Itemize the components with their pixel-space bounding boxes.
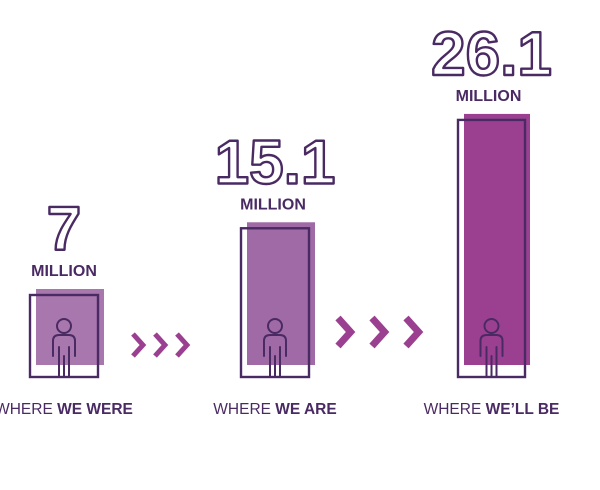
- person-icon: [263, 318, 287, 378]
- value-label-1: 15.1: [215, 128, 336, 197]
- unit-label-2: MILLION: [456, 88, 522, 105]
- chevrons-layer: [131, 315, 424, 358]
- unit-label-1: MILLION: [240, 196, 306, 213]
- unit-label-0: MILLION: [31, 263, 97, 280]
- chevron-right-icon: [369, 315, 390, 349]
- category-label-1: WHERE WE ARE: [213, 401, 336, 418]
- bars-layer: [28, 113, 530, 379]
- person-icon: [479, 318, 504, 378]
- category-label-0: WHERE WE WERE: [0, 401, 133, 418]
- chevron-right-icon: [131, 332, 147, 358]
- bar-fill-1: [247, 222, 315, 365]
- chevron-right-icon: [175, 332, 191, 358]
- chevron-right-icon: [335, 315, 356, 349]
- category-label-2: WHERE WE’LL BE: [424, 401, 560, 418]
- bar-fill-2: [464, 113, 530, 365]
- value-label-0: 7: [47, 195, 81, 264]
- chevron-right-icon: [403, 315, 424, 349]
- person-icon: [52, 318, 76, 378]
- value-label-2: 26.1: [431, 20, 552, 89]
- chevron-right-icon: [153, 332, 169, 358]
